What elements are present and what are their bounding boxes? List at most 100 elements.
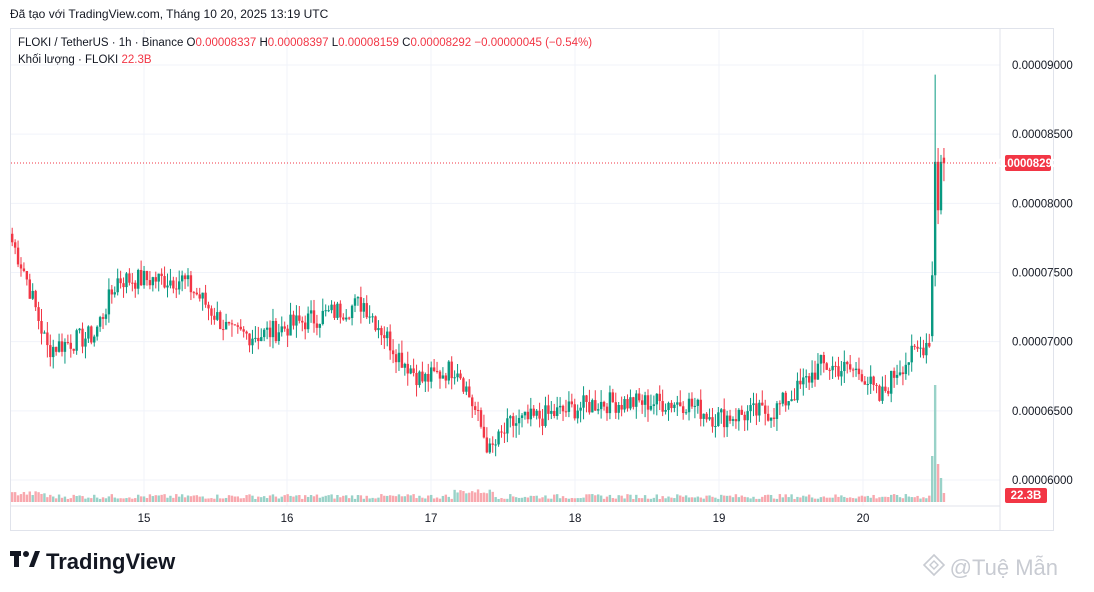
volume-bar <box>931 456 934 502</box>
candle-body <box>837 366 840 377</box>
volume-bar <box>898 497 902 502</box>
candle-body <box>819 354 823 364</box>
volume-bar <box>28 491 31 502</box>
candle-body <box>749 405 752 412</box>
volume-bar <box>769 494 773 502</box>
volume-bar <box>409 495 412 502</box>
volume-bar <box>597 494 600 502</box>
volume-bar <box>837 496 840 502</box>
volume-bar <box>547 498 550 502</box>
candle-body <box>555 407 559 417</box>
candle-body <box>541 418 544 426</box>
volume-bar <box>901 498 905 502</box>
candle-body <box>608 392 612 414</box>
volume-label[interactable]: Khối lượng · FLOKI <box>18 54 119 66</box>
candle-body <box>145 270 149 281</box>
candle-body <box>221 329 225 331</box>
candle-body <box>514 423 518 426</box>
candle-body <box>142 270 146 286</box>
tradingview-logo[interactable]: TradingView <box>10 549 175 575</box>
volume-bar <box>418 495 421 502</box>
candle-body <box>673 404 676 409</box>
candle-body <box>693 405 697 407</box>
candle-body <box>881 386 884 401</box>
volume-bar <box>881 496 884 502</box>
volume-bar <box>907 496 910 502</box>
volume-bar <box>705 495 708 502</box>
volume-bar <box>195 495 198 502</box>
candle-body <box>925 342 928 356</box>
candle-body <box>415 372 418 386</box>
candle-body <box>772 417 776 419</box>
volume-bar <box>230 495 234 502</box>
candle-body <box>93 336 96 343</box>
candle-body <box>793 399 796 401</box>
candle-body <box>251 338 254 346</box>
volume-bar <box>353 498 357 502</box>
candle-body <box>195 292 198 295</box>
candle-body <box>365 303 368 318</box>
candle-body <box>371 316 374 318</box>
volume-bar <box>81 496 84 502</box>
candle-body <box>216 312 219 320</box>
candle-body <box>810 372 814 383</box>
volume-bar <box>388 495 392 502</box>
candle-body <box>277 332 281 342</box>
candle-body <box>711 417 714 427</box>
volume-bar <box>843 496 846 502</box>
high-label: H <box>259 37 268 49</box>
low-value: 0.00008159 <box>338 37 399 49</box>
candle-body <box>784 392 787 406</box>
last-price-label: 0.00008292 <box>998 158 1059 170</box>
volume-bar <box>459 490 462 502</box>
volume-bar <box>933 385 937 502</box>
candle-body <box>397 352 401 363</box>
candle-body <box>321 310 324 325</box>
candle-body <box>11 233 14 243</box>
candle-body <box>588 401 591 413</box>
candle-body <box>471 397 474 407</box>
volume-bar <box>471 491 474 502</box>
open-label: O <box>186 37 196 49</box>
candle-body <box>535 410 538 416</box>
candle-body <box>72 348 75 351</box>
chart-frame[interactable] <box>10 28 1054 531</box>
volume-bar <box>333 498 336 502</box>
volume-bar <box>620 495 623 502</box>
volume-bar <box>248 494 251 502</box>
candle-body <box>775 403 779 419</box>
volume-bar <box>567 498 571 502</box>
volume-bar <box>210 498 213 502</box>
volume-bar <box>415 498 418 502</box>
candle-body <box>178 281 181 290</box>
candle-body <box>69 342 72 349</box>
volume-bar <box>614 498 617 502</box>
close-label: C <box>402 37 411 49</box>
candle-body <box>306 313 310 330</box>
volume-bar <box>851 498 855 502</box>
volume-bar <box>895 494 899 502</box>
volume-bar <box>561 496 565 502</box>
candle-body <box>230 323 234 325</box>
candle-body <box>63 342 67 352</box>
volume-bar <box>928 495 931 502</box>
candle-body <box>632 397 635 407</box>
volume-bar <box>576 498 579 502</box>
volume-bar <box>506 498 509 502</box>
volume-bar <box>84 498 87 502</box>
candle-body <box>561 405 565 412</box>
candle-body <box>327 310 330 312</box>
candle-body <box>110 289 114 295</box>
volume-bar <box>687 497 691 502</box>
volume-bar <box>640 498 644 502</box>
candle-body <box>813 372 817 380</box>
volume-bar <box>696 496 700 502</box>
candle-body <box>722 409 726 428</box>
candle-body <box>638 393 641 401</box>
volume-bar <box>649 498 653 502</box>
volume-bar <box>63 496 67 502</box>
candle-body <box>186 275 190 280</box>
symbol-label[interactable]: FLOKI / TetherUS · 1h · Binance <box>18 37 184 49</box>
volume-bar <box>204 498 207 502</box>
